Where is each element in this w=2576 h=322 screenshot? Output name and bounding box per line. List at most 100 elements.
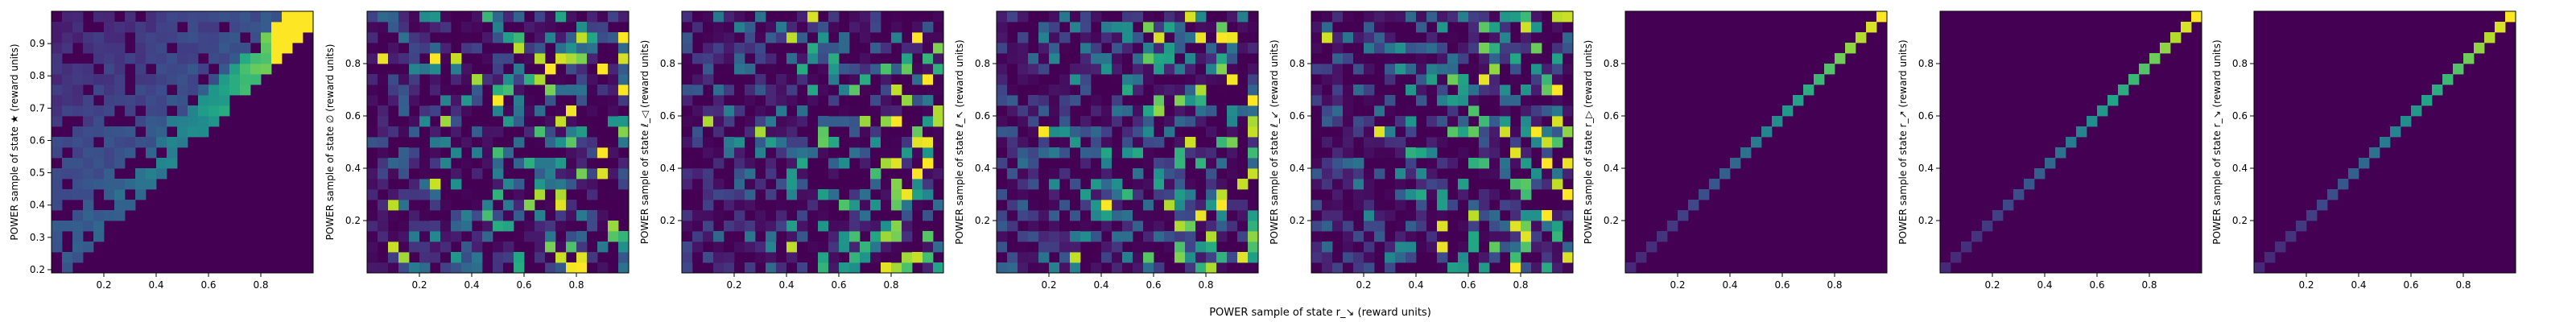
heatmap-cell bbox=[1101, 116, 1113, 127]
heatmap-cell bbox=[724, 11, 735, 23]
heatmap-cell bbox=[849, 200, 861, 211]
heatmap-cell bbox=[156, 43, 167, 54]
heatmap-cell bbox=[912, 158, 923, 169]
heatmap-cell bbox=[1563, 32, 1574, 43]
heatmap-cell bbox=[219, 32, 230, 43]
heatmap-cell bbox=[755, 158, 766, 169]
heatmap-cell bbox=[1038, 231, 1050, 242]
heatmap-cell bbox=[828, 53, 840, 64]
heatmap-cell bbox=[849, 64, 861, 75]
heatmap-cell bbox=[1091, 262, 1102, 274]
heatmap-cell bbox=[1531, 85, 1542, 96]
heatmap-cell bbox=[1112, 43, 1123, 54]
heatmap-cell bbox=[703, 210, 714, 221]
heatmap-cell bbox=[682, 221, 693, 232]
heatmap-cell bbox=[2390, 126, 2401, 138]
heatmap-cell bbox=[766, 137, 777, 148]
heatmap-cell bbox=[1322, 221, 1333, 232]
heatmap-cell bbox=[1154, 95, 1165, 106]
heatmap-cell bbox=[219, 11, 230, 23]
heatmap-cell bbox=[1374, 210, 1385, 221]
heatmap-cell bbox=[1353, 32, 1364, 43]
heatmap-cell bbox=[409, 262, 420, 274]
heatmap-cell bbox=[1395, 64, 1406, 75]
heatmap-cell bbox=[1091, 64, 1102, 75]
heatmap-cell bbox=[755, 43, 766, 54]
heatmap-cell bbox=[618, 116, 630, 127]
heatmap-cell bbox=[692, 137, 704, 148]
heatmap-cell bbox=[146, 137, 157, 148]
heatmap-cell bbox=[703, 158, 714, 169]
heatmap-cell bbox=[1154, 64, 1165, 75]
heatmap-cell bbox=[535, 168, 546, 180]
heatmap-cell bbox=[576, 168, 588, 180]
heatmap-cell bbox=[1353, 262, 1364, 274]
heatmap-cell bbox=[713, 53, 724, 64]
heatmap-cell bbox=[472, 242, 483, 253]
heatmap-cell bbox=[807, 95, 819, 106]
x-tick-label: 0.2 bbox=[726, 279, 741, 291]
heatmap-cell bbox=[860, 11, 871, 23]
heatmap-cell bbox=[1426, 168, 1438, 180]
heatmap-cell bbox=[1049, 11, 1060, 23]
heatmap-cell bbox=[482, 53, 493, 64]
heatmap-cell bbox=[1636, 252, 1647, 263]
heatmap-cell bbox=[367, 43, 378, 54]
heatmap-cell bbox=[482, 189, 493, 200]
heatmap-cell bbox=[618, 231, 630, 242]
heatmap-cell bbox=[912, 95, 923, 106]
heatmap-cell bbox=[219, 64, 230, 75]
heatmap-cell bbox=[703, 53, 714, 64]
heatmap-cell bbox=[535, 53, 546, 64]
heatmap-cell bbox=[367, 147, 378, 159]
heatmap-cell bbox=[1563, 189, 1574, 200]
y-tick-label: 0.2 bbox=[975, 215, 990, 226]
heatmap-cell bbox=[1468, 221, 1480, 232]
heatmap-cell bbox=[188, 64, 199, 75]
heatmap-cell bbox=[923, 262, 934, 274]
heatmap-cell bbox=[1500, 32, 1511, 43]
heatmap-cell bbox=[1468, 85, 1480, 96]
heatmap-cell bbox=[378, 11, 389, 23]
heatmap-cell bbox=[555, 11, 567, 23]
heatmap-cell bbox=[902, 221, 913, 232]
heatmap-cell bbox=[156, 158, 167, 169]
heatmap-cell bbox=[828, 64, 840, 75]
heatmap-cell bbox=[104, 95, 115, 106]
heatmap-cell bbox=[1552, 210, 1563, 221]
heatmap-cell bbox=[1500, 64, 1511, 75]
heatmap-cell bbox=[776, 200, 787, 211]
heatmap-cell bbox=[1059, 231, 1071, 242]
heatmap-cell bbox=[1426, 210, 1438, 221]
heatmap-cell bbox=[1216, 147, 1228, 159]
heatmap-cell bbox=[2149, 53, 2161, 64]
heatmap-cell bbox=[1406, 210, 1417, 221]
heatmap-cell bbox=[1531, 53, 1542, 64]
heatmap-cell bbox=[1385, 11, 1396, 23]
heatmap-cell bbox=[1248, 147, 1259, 159]
heatmap-cell bbox=[1563, 147, 1574, 159]
heatmap-cell bbox=[188, 116, 199, 127]
heatmap-cell bbox=[1216, 252, 1228, 263]
heatmap-cell bbox=[177, 74, 188, 85]
heatmap-cell bbox=[1468, 210, 1480, 221]
heatmap-cell bbox=[1406, 85, 1417, 96]
heatmap-cell bbox=[849, 189, 861, 200]
heatmap-cell bbox=[576, 43, 588, 54]
heatmap-cell bbox=[1332, 95, 1344, 106]
heatmap-cell bbox=[881, 116, 892, 127]
heatmap-cell bbox=[902, 252, 913, 263]
heatmap-cell bbox=[430, 11, 441, 23]
heatmap-cell bbox=[535, 43, 546, 54]
heatmap-cell bbox=[1059, 168, 1071, 180]
heatmap-cell bbox=[1185, 137, 1196, 148]
heatmap-cell bbox=[2066, 137, 2077, 148]
heatmap-cell bbox=[1237, 221, 1249, 232]
heatmap-cell bbox=[1018, 242, 1029, 253]
heatmap-cell bbox=[860, 242, 871, 253]
heatmap-cell bbox=[1206, 231, 1217, 242]
heatmap-cell bbox=[514, 64, 525, 75]
heatmap-cell bbox=[881, 85, 892, 96]
heatmap-cell bbox=[1248, 126, 1259, 138]
heatmap-cell bbox=[849, 147, 861, 159]
